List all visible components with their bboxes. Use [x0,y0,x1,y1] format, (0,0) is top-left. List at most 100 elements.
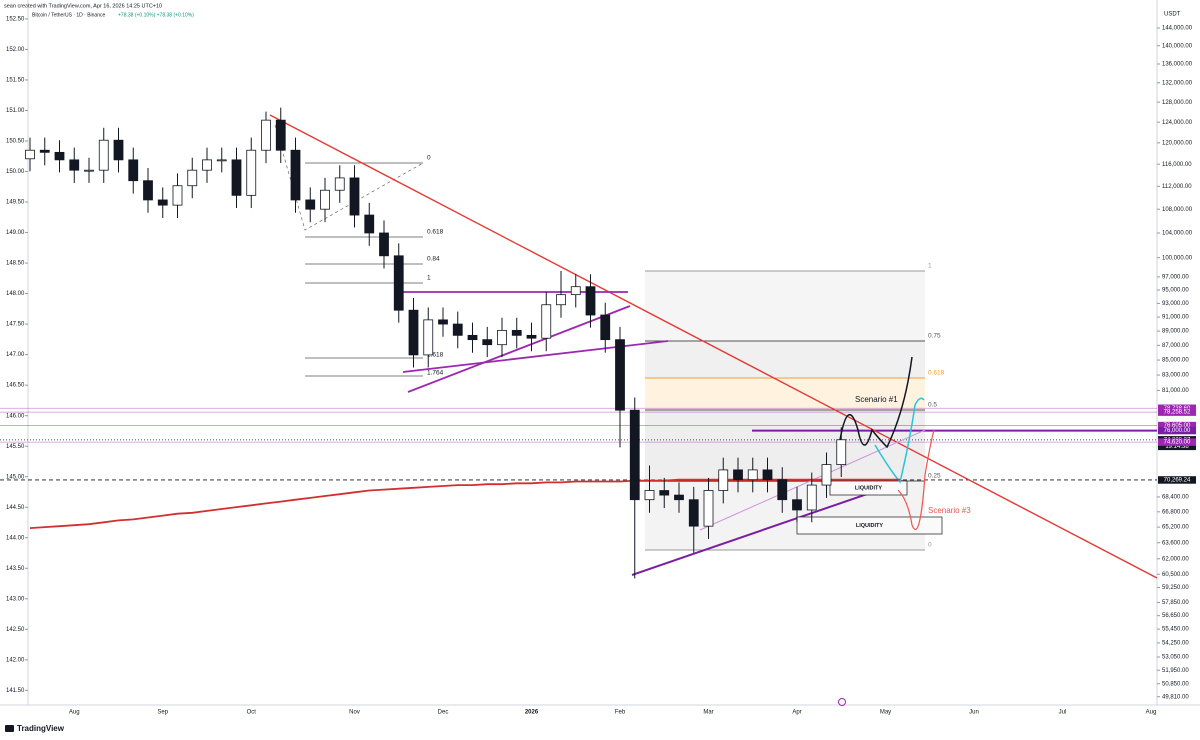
y2-tick-label: 143.50 [6,566,25,572]
candle-body [806,484,817,511]
y-tick-label: 116,000.00 [1162,162,1192,168]
fib-label: 0 [427,155,431,162]
candle-body [320,189,330,210]
candle-body [541,304,552,339]
candle-body [600,314,611,341]
y-tick-label: 54,250.00 [1162,641,1189,647]
y-tick-label: 60,500.00 [1162,572,1189,578]
y2-tick-label: 152.00 [6,47,25,53]
x-tick-label: Feb [615,710,626,716]
x-tick-label: Oct [247,710,257,716]
candle-body [39,149,50,153]
trendline [407,305,631,393]
candle-body [143,180,153,201]
y-tick-label: 89,000.00 [1162,329,1189,335]
fib-label: 0.25 [928,473,941,480]
trendline [269,114,1158,579]
y-tick-label: 53,050.00 [1162,655,1189,661]
y2-tick-label: 151.00 [6,108,25,114]
candle-body [777,479,788,501]
candle-body [393,255,404,311]
y-tick-label: 97,000.00 [1162,274,1189,280]
logo-text: TradingView [17,724,65,733]
x-tick-label: Apr [792,710,801,716]
fib-label: 0.618 [928,370,945,377]
y2-tick-label: 142.50 [6,627,25,633]
y2-tick-label: 151.50 [6,78,25,84]
candle-body [688,499,699,527]
x-tick-label: Aug [69,710,80,716]
candle-body [467,334,478,341]
x-tick-label: 2026 [525,710,539,716]
candle-body [290,149,301,201]
y2-tick-label: 152.50 [6,17,25,23]
fib-label: 0.84 [427,256,440,263]
change: +78.38 (+0.10%) +78.38 (+0.10%) [118,12,194,18]
candle-body [585,286,596,316]
y-tick-label: 132,000.00 [1162,80,1193,86]
fib-label: 1 [427,275,431,282]
y-tick-label: 57,850.00 [1162,600,1189,606]
event-icon[interactable] [838,698,846,706]
fib-zone [645,410,925,481]
symbol: Bitcoin / TetherUS · 1D · Binance [32,12,105,18]
x-tick-label: Aug [1146,710,1157,716]
y2-tick-label: 150.00 [6,169,25,175]
price-tag [1158,404,1196,413]
candle-body [187,169,198,187]
y2-tick-label: 145.50 [6,444,25,450]
candle-body [408,309,419,356]
price-tag [1158,408,1196,416]
liquidity-label: LIQUIDITY [856,523,884,529]
price-tag [1158,476,1196,484]
y-tick-label: 108,000.00 [1162,207,1193,213]
candle-body [275,119,286,151]
candle-body [718,469,729,491]
x-tick-label: May [880,710,891,716]
fib-label: 1.764 [427,370,444,377]
fib-label: 1 [928,263,932,270]
y2-tick-label: 143.00 [6,596,25,602]
y-tick-label: 144,000.00 [1162,26,1193,32]
candle-body [526,334,537,339]
y-tick-label: 140,000.00 [1162,43,1193,49]
candle-body [497,329,507,346]
scenario-2-path [874,397,925,484]
fib-zone [645,341,925,378]
candle-body [482,339,493,346]
y-tick-label: 65,200.00 [1162,525,1189,531]
y-tick-label: 87,000.00 [1162,343,1189,349]
y2-tick-label: 149.50 [6,200,25,206]
fib-label: 0 [928,542,932,549]
candle-body [792,499,802,511]
credit: sean created with TradingView.com, Apr 1… [4,3,162,9]
y-tick-label: 85,000.00 [1162,358,1189,364]
x-tick-label: Jul [1059,710,1067,716]
candle-body [98,139,109,171]
candle-body [703,490,714,527]
price-tag-label: 74,620.00 [1164,440,1191,446]
candle-body [379,232,389,257]
countdown: 19:14:38 [1165,444,1189,450]
candle-body [54,151,65,161]
price-tag [1158,426,1196,435]
y2-tick-label: 144.00 [6,535,25,541]
price-tag [1158,421,1196,430]
candle-body [157,199,168,206]
candle-body [556,294,566,306]
y2-tick-label: 148.00 [6,291,25,297]
y-tick-label: 81,000.00 [1162,388,1189,394]
y2-tick-label: 141.50 [6,688,25,694]
x-tick-label: Mar [703,710,713,716]
candle-body [438,319,448,325]
candle-body [762,469,773,481]
drawings: 1 0.75 0.618 0.5 0.25 0 0 0.618 0.84 1 1.618 1.764 L… [0,114,1158,579]
y-tick-label: 68,400.00 [1162,495,1189,501]
fib-zone [645,271,925,341]
candle-body [836,439,847,466]
y2-tick-label: 147.50 [6,322,25,328]
candle-body [128,159,139,182]
candle-body [69,159,80,171]
y-tick-label: 63,600.00 [1162,540,1189,546]
fib-label: 0.618 [427,229,444,236]
